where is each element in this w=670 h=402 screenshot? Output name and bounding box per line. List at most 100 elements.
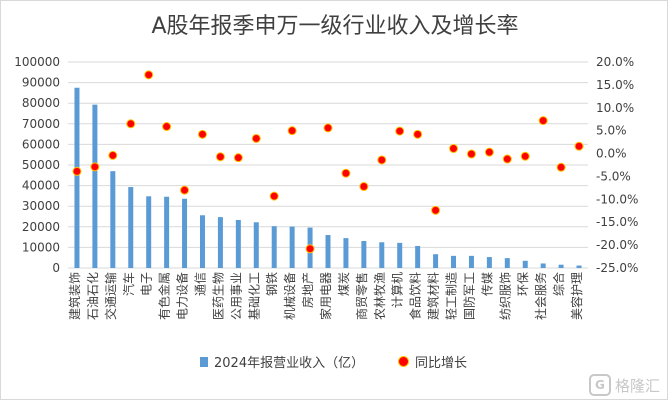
growth-point <box>359 182 369 192</box>
revenue-bar <box>415 245 421 268</box>
growth-point <box>413 129 423 139</box>
growth-point <box>341 168 351 178</box>
chart-title: A股年报季申万一级行业收入及增长率 <box>151 14 519 39</box>
legend-item-growth: 同比增长 <box>398 352 467 371</box>
growth-point <box>466 149 476 159</box>
x-axis-label: 建筑材料 <box>426 272 441 320</box>
revenue-bar <box>433 254 439 268</box>
bar-series <box>74 87 582 268</box>
x-axis-label: 家用电器 <box>318 272 333 320</box>
revenue-bar <box>504 258 510 268</box>
growth-point <box>90 162 100 172</box>
x-axis-labels: 建筑装饰 石油石化 交通运输 汽车 电子 有色金属 电力设备 通信 医药生物 公用事业 基础化工 钢铁… <box>67 272 584 320</box>
growth-point <box>144 70 154 80</box>
x-axis-label: 电子 <box>140 272 154 296</box>
x-axis-label: 商贸零售 <box>354 272 369 320</box>
x-axis-label: 汽车 <box>121 272 136 296</box>
legend-item-revenue: 2024年报营业收入（亿） <box>200 352 364 371</box>
left-tick-label: 100000 <box>14 55 60 69</box>
right-tick-label: -5.0% <box>596 169 631 183</box>
x-axis-label: 综合 <box>551 272 566 296</box>
left-tick-label: 40000 <box>22 179 60 193</box>
x-axis-label: 煤炭 <box>337 272 351 296</box>
growth-point <box>126 119 136 129</box>
x-axis-label: 钢铁 <box>265 272 279 296</box>
watermark-logo-icon: G <box>588 374 611 396</box>
revenue-bar <box>576 265 582 268</box>
right-tick-label: 15.0% <box>596 78 634 92</box>
revenue-bar <box>397 242 403 268</box>
x-axis-label: 社会服务 <box>533 272 548 320</box>
x-axis-label: 医药生物 <box>211 272 225 320</box>
right-tick-label: 10.0% <box>596 101 634 115</box>
growth-point <box>287 126 297 136</box>
revenue-bar <box>289 226 295 268</box>
growth-point <box>377 155 387 165</box>
revenue-bar <box>361 241 367 268</box>
right-tick-label: 0.0% <box>596 147 627 161</box>
legend-label-revenue: 2024年报营业收入（亿） <box>214 356 365 371</box>
revenue-bar <box>235 220 241 268</box>
x-axis-label: 计算机 <box>390 272 405 308</box>
gridlines <box>68 61 588 269</box>
growth-point <box>180 185 190 195</box>
x-axis-label: 房地产 <box>300 272 315 308</box>
x-axis-label: 有色金属 <box>157 272 172 320</box>
revenue-bar <box>128 187 134 268</box>
x-axis-label: 轻工制造 <box>445 272 459 320</box>
revenue-bar <box>486 257 492 268</box>
left-axis-ticks: 0 10000 20000 30000 40000 50000 60000 70000 8000… <box>14 55 60 275</box>
x-axis-label: 石油石化 <box>86 272 100 320</box>
growth-point <box>538 116 548 126</box>
revenue-bar <box>199 215 205 268</box>
growth-point <box>251 133 261 143</box>
x-axis-label: 机械设备 <box>282 272 297 320</box>
revenue-bar <box>253 222 259 268</box>
legend-bar-swatch <box>200 356 208 367</box>
revenue-bar <box>343 238 349 268</box>
x-axis-label: 电力设备 <box>176 272 190 320</box>
revenue-bar <box>558 264 564 268</box>
x-axis-label: 传媒 <box>479 272 494 296</box>
growth-point <box>484 147 494 157</box>
revenue-bar <box>217 217 223 268</box>
revenue-bar <box>146 196 152 268</box>
left-tick-label: 80000 <box>22 96 60 110</box>
left-tick-label: 10000 <box>22 240 60 254</box>
revenue-bar <box>271 226 277 268</box>
growth-point <box>574 141 584 151</box>
x-axis-label: 国防军工 <box>461 272 476 320</box>
growth-point <box>215 152 225 162</box>
right-tick-label: 5.0% <box>596 124 627 138</box>
growth-point <box>305 244 315 254</box>
growth-point <box>502 154 512 164</box>
growth-point <box>449 144 459 154</box>
watermark: G 格隆汇 <box>588 374 660 396</box>
right-axis-ticks: -25.0% -20.0% -15.0% -10.0% -5.0% 0.0% 5.0% 10.… <box>596 55 638 275</box>
revenue-bar <box>468 255 474 268</box>
x-axis-label: 基础化工 <box>247 272 261 320</box>
x-axis-label: 农林牧渔 <box>373 272 387 320</box>
x-axis-label: 纺织服饰 <box>498 272 512 320</box>
revenue-bar <box>92 104 98 268</box>
revenue-bar <box>74 87 80 268</box>
left-tick-label: 50000 <box>22 158 60 172</box>
revenue-bar <box>182 198 188 268</box>
growth-point <box>72 166 82 176</box>
growth-point <box>556 162 566 172</box>
x-axis-label: 交通运输 <box>103 272 118 320</box>
growth-point <box>162 122 172 132</box>
revenue-bar <box>325 235 331 268</box>
x-axis-label: 建筑装饰 <box>67 272 82 320</box>
growth-point <box>520 151 530 161</box>
left-tick-label: 30000 <box>22 199 60 213</box>
left-tick-label: 90000 <box>22 76 60 90</box>
growth-point <box>323 123 333 133</box>
growth-point <box>233 153 243 163</box>
x-axis-label: 公用事业 <box>229 272 243 320</box>
revenue-bar <box>451 255 457 268</box>
left-tick-label: 60000 <box>22 137 60 151</box>
growth-series <box>72 70 584 254</box>
